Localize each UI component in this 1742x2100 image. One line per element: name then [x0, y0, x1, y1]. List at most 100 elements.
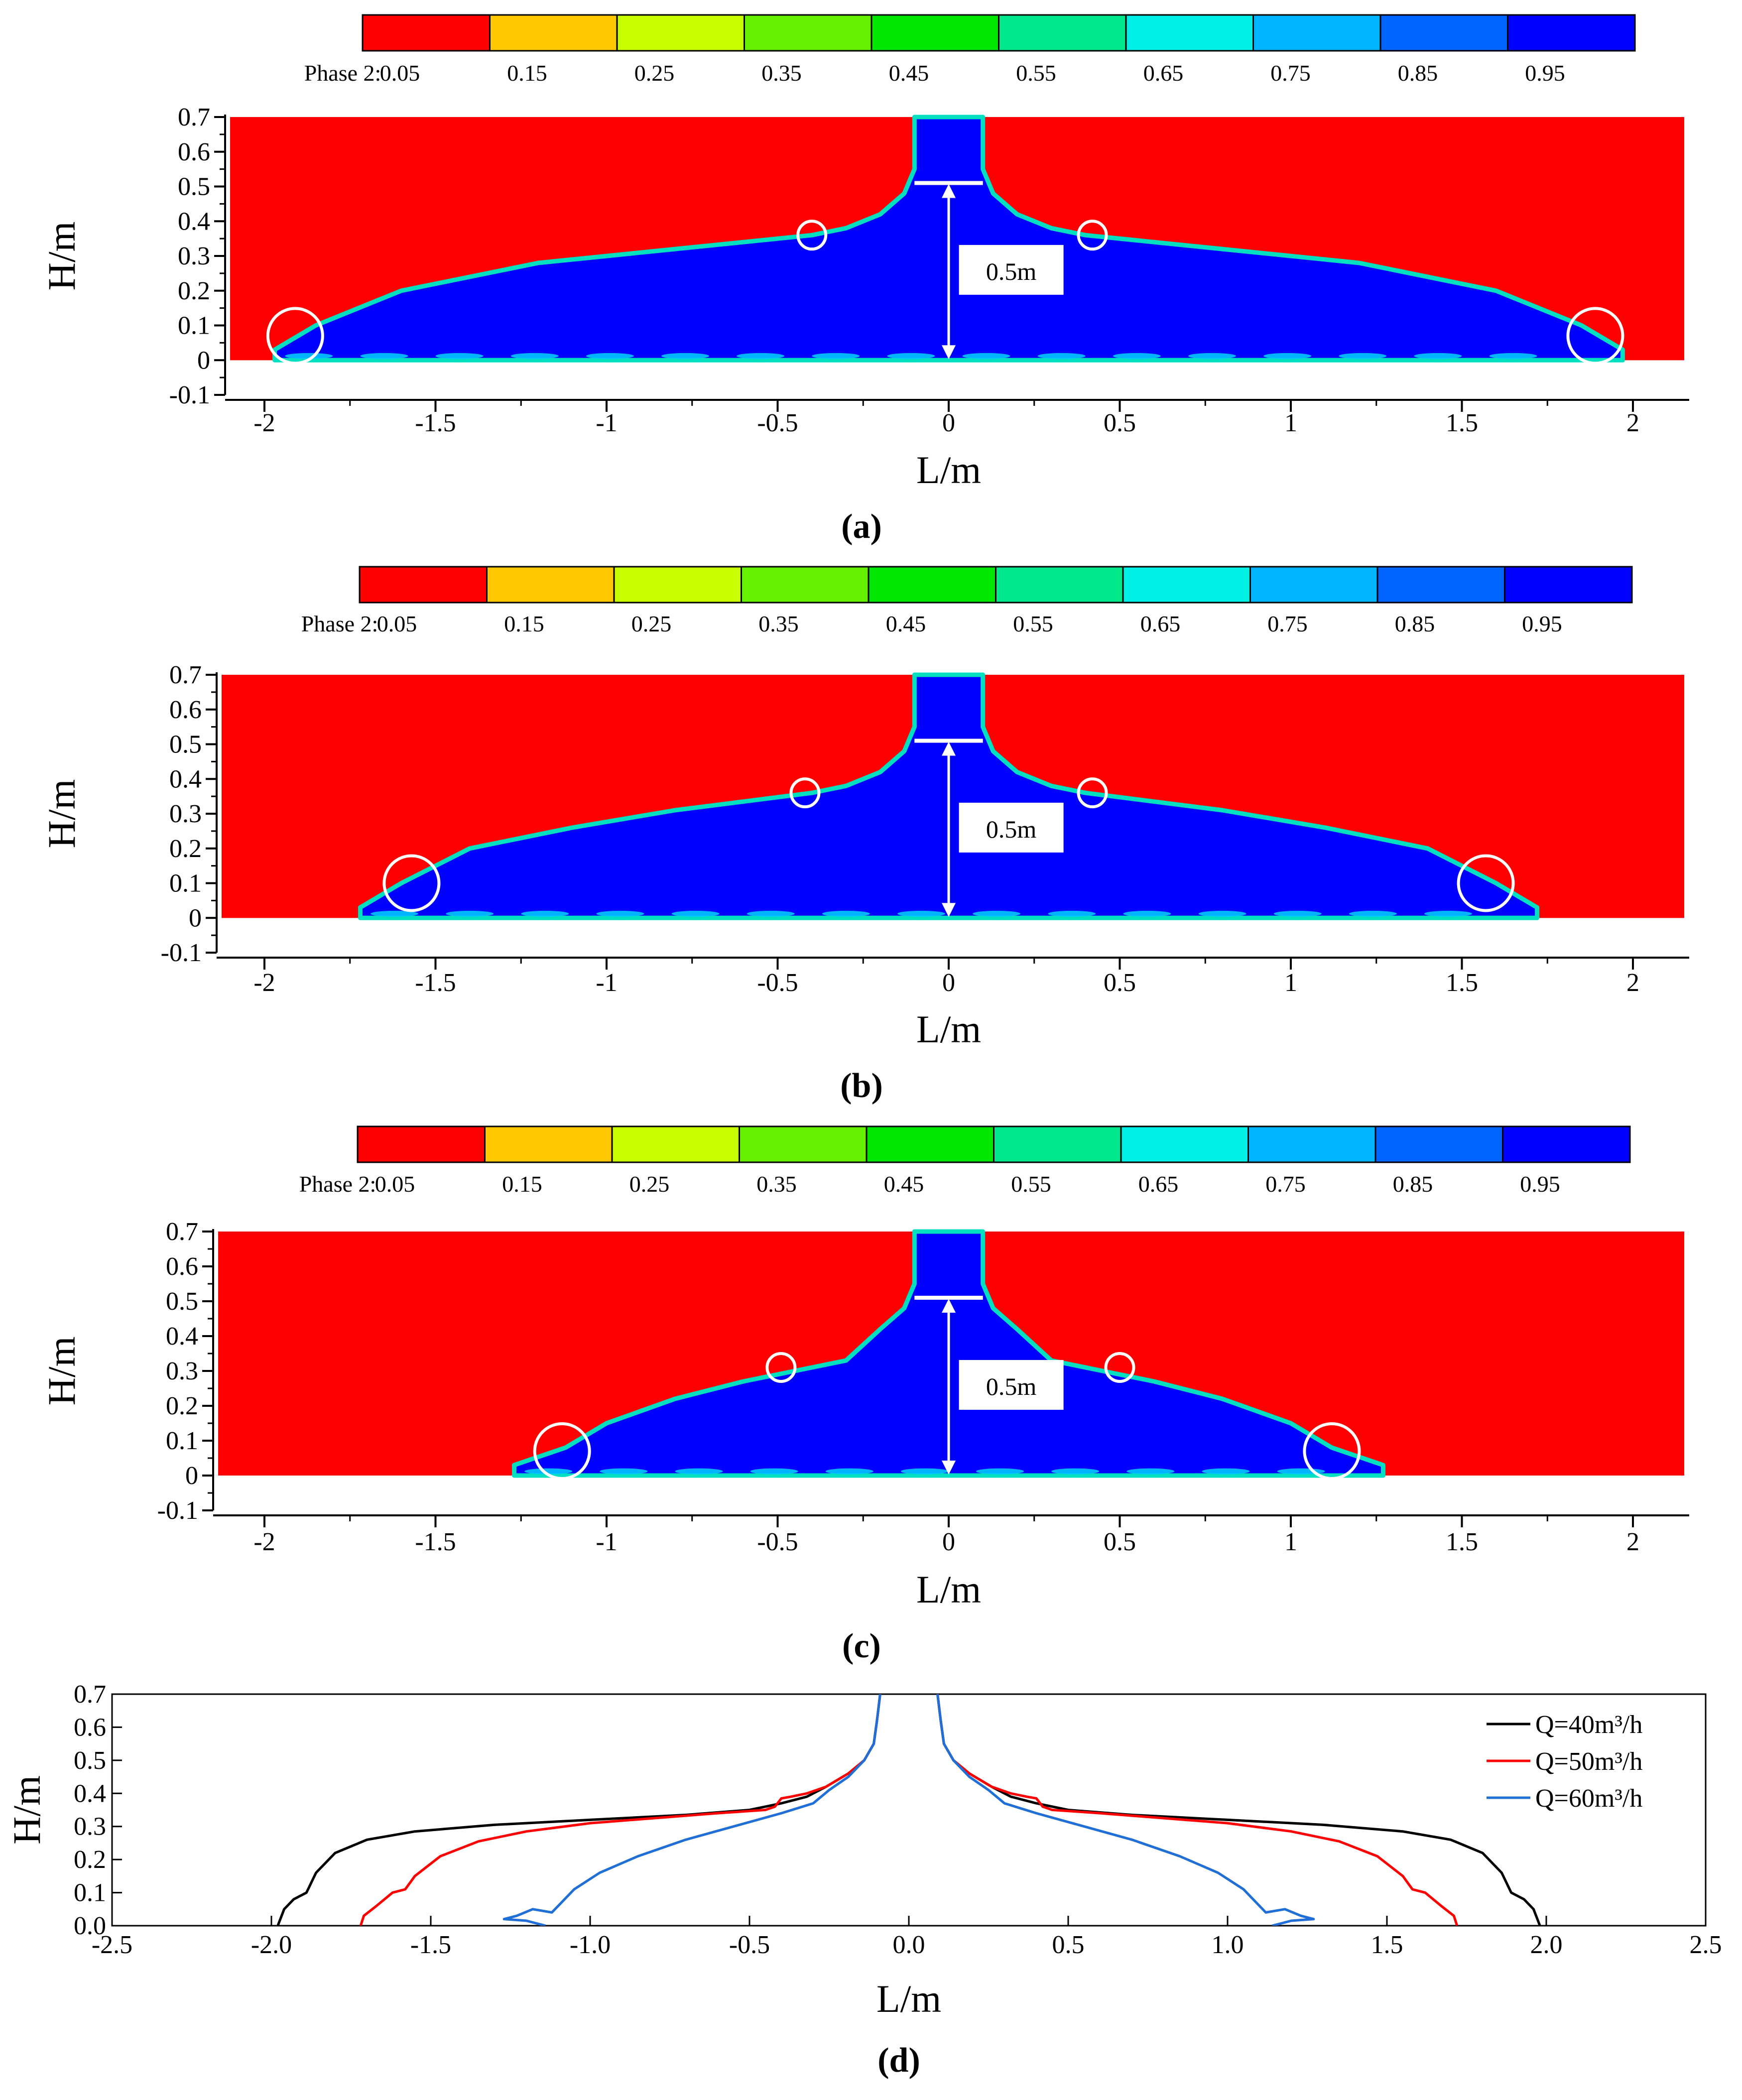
panel-d: -2.5 -2.0 -1.5 -1.0 -0.5 0.0 0.5 1.0 1.5 2.0 2.5 0.…	[5, 1680, 1722, 2080]
colorbar-tick-label: 0.25	[631, 611, 672, 636]
interface-marker-circle	[765, 1352, 797, 1383]
colorbar-tick-label: 0.95	[1522, 611, 1562, 636]
legend-label-50: Q=50m³/h	[1535, 1747, 1642, 1776]
y-tick-label: 0.1	[169, 869, 202, 898]
interface-marker-circle	[796, 220, 828, 251]
interface-marker-circle	[789, 777, 821, 809]
contour-plot-c: 0.5m	[218, 1229, 1684, 1510]
y-tick-label: 0.7	[178, 103, 210, 131]
colorbar-tick-label: 0.35	[756, 1171, 797, 1197]
colorbar-swatch	[1374, 1125, 1503, 1163]
axes-d: -2.5 -2.0 -1.5 -1.0 -0.5 0.0 0.5 1.0 1.5 2.0 2.5 0.…	[74, 1680, 1722, 1959]
height-arrow-head-top	[942, 741, 956, 756]
interface-marker-circle	[1077, 777, 1108, 809]
height-arrow-head-bottom	[942, 1461, 956, 1475]
colorbar-tick-label: 0.45	[889, 60, 929, 86]
series-line-60-right	[936, 1694, 1315, 1926]
series-line-50-right	[936, 1694, 1459, 1926]
y-tick-label: 0.2	[166, 1392, 198, 1420]
x-tick-label: 2	[1626, 1528, 1639, 1556]
x-tick-label: 0.5	[1104, 409, 1136, 437]
x-tick-label: 0	[942, 969, 955, 997]
subfigure-label-c: (c)	[842, 1627, 881, 1665]
floor-streak	[1414, 353, 1462, 359]
floor-streak	[812, 353, 860, 359]
colorbar-swatch	[1247, 1125, 1376, 1163]
colorbar-tick-label: 0.95	[1525, 60, 1565, 86]
y-tick-label: 0	[185, 1462, 198, 1490]
floor-streak	[962, 353, 1010, 359]
front-marker-circle	[1566, 307, 1624, 365]
colorbar-tick-label: 0.35	[761, 60, 802, 86]
colorbar-tick-label: 0.15	[507, 60, 547, 86]
x-tick-label: -0.5	[757, 1528, 798, 1556]
y-tick-label: 0.1	[74, 1879, 106, 1907]
front-marker-circle	[1303, 1422, 1361, 1480]
series-line-60-left	[502, 1694, 881, 1926]
y-tick-label: 0	[197, 346, 210, 374]
annotation-box	[959, 802, 1064, 853]
y-tick-label: 0.5	[169, 731, 202, 759]
panel-b: Phase 2: 0.05 0.15 0.25 0.35 0.45 0.55 0.65 0.7…	[40, 566, 1689, 1105]
colorbar-tick-label: 0.05	[380, 60, 420, 86]
colorbar-swatch	[868, 566, 996, 604]
colorbar-tick-label: 0.55	[1011, 1171, 1051, 1197]
below-floor-region	[230, 360, 1684, 395]
x-tick-label: 1.5	[1446, 1528, 1478, 1556]
x-tick-label: -0.5	[757, 969, 798, 997]
y-tick-label: 0.4	[169, 765, 202, 793]
colorbar-swatch	[744, 14, 872, 52]
floor-streak	[371, 910, 419, 917]
x-axis-title-a: L/m	[916, 448, 981, 492]
colorbar-tick-labels-c: 0.05 0.15 0.25 0.35 0.45 0.55 0.65 0.75 0.85 0.95	[375, 1171, 1560, 1197]
y-tick-label: 0.7	[166, 1218, 198, 1246]
colorbar-swatch	[359, 566, 488, 604]
colorbar-tick-label: 0.65	[1140, 611, 1181, 636]
colorbar-tick-label: 0.15	[504, 611, 544, 636]
floor-streak	[1188, 353, 1236, 359]
colorbar-swatch	[486, 566, 615, 604]
x-tick-label: 2.5	[1690, 1931, 1722, 1959]
below-floor-region	[222, 918, 1684, 953]
colorbar-swatch	[993, 1125, 1122, 1163]
colorbar-b	[359, 566, 1633, 604]
colorbar-swatch	[362, 14, 491, 52]
line-chart-frame	[111, 1693, 1707, 1927]
y-tick-label: 0.3	[166, 1357, 198, 1385]
y-tick-label: 0.4	[166, 1322, 198, 1351]
floor-streak	[897, 910, 946, 917]
x-tick-label: 0	[942, 409, 955, 437]
y-tick-label: 0.3	[178, 242, 210, 270]
floor-streak	[750, 1468, 798, 1475]
colorbar-swatch	[866, 1125, 995, 1163]
x-tick-label: -1.5	[415, 409, 456, 437]
interface-marker-circle	[1104, 1352, 1135, 1383]
panel-c: Phase 2: 0.05 0.15 0.25 0.35 0.45 0.55 0.65 0.7…	[40, 1125, 1689, 1665]
legend-label-60: Q=60m³/h	[1535, 1784, 1642, 1813]
below-floor-region	[218, 1476, 1684, 1510]
colorbar-tick-label: 0.45	[886, 611, 926, 636]
colorbar-swatch	[998, 14, 1127, 52]
colorbar-tick-label: 0.75	[1267, 611, 1308, 636]
colorbar-swatch	[995, 566, 1124, 604]
colorbar-tick-label: 0.55	[1013, 611, 1053, 636]
front-marker-circle	[266, 307, 324, 365]
y-tick-label: 0.5	[74, 1746, 106, 1775]
colorbar-tick-label: 0.75	[1265, 1171, 1306, 1197]
subfigure-label-d: (d)	[877, 2041, 920, 2080]
subfigure-label-a: (a)	[841, 507, 882, 546]
colorbar-swatch	[1507, 14, 1636, 52]
colorbar-a	[362, 14, 1636, 52]
x-tick-label: 0.5	[1104, 969, 1136, 997]
y-tick-label: 0.0	[74, 1912, 106, 1940]
floor-streak	[900, 1468, 949, 1475]
floor-streak	[1202, 1468, 1250, 1475]
x-tick-label: -2	[253, 409, 275, 437]
y-tick-label: 0.1	[166, 1427, 198, 1455]
annotation-box	[959, 245, 1064, 295]
floor-streak	[521, 910, 569, 917]
height-arrow-head-top	[942, 184, 956, 198]
x-tick-label: -1.5	[410, 1931, 451, 1959]
y-tick-label: 0.6	[166, 1252, 198, 1281]
